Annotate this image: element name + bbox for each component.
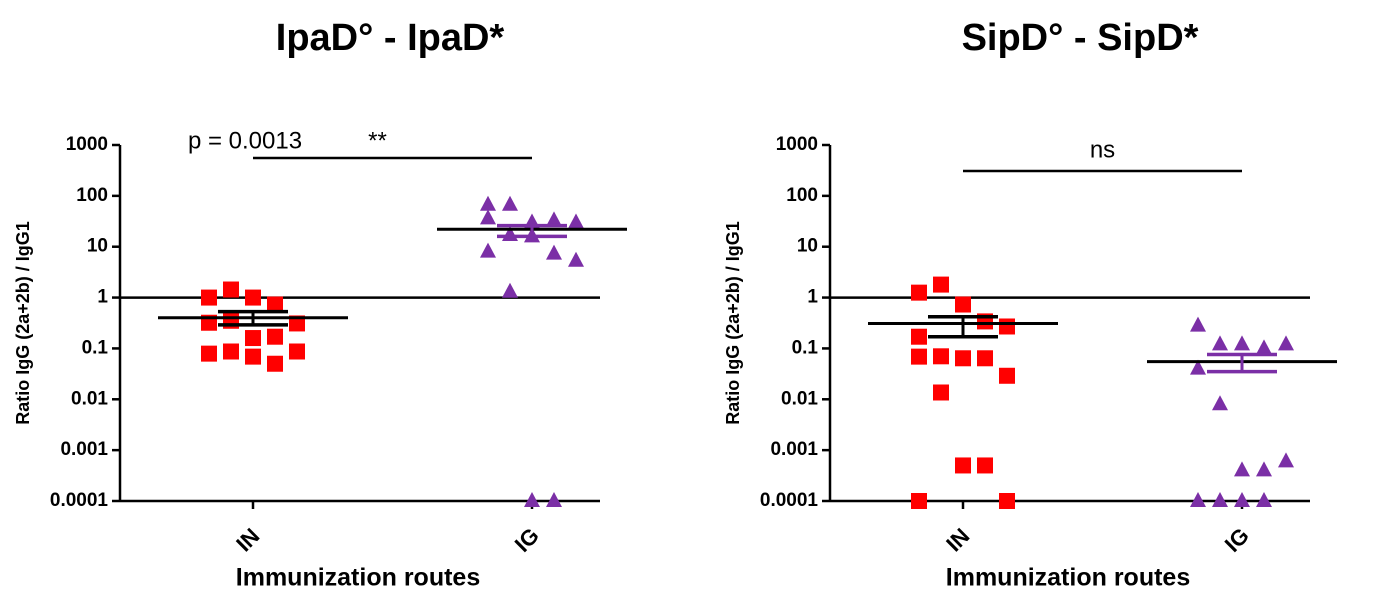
data-point xyxy=(933,276,949,293)
data-point xyxy=(480,242,496,258)
data-point xyxy=(245,289,261,306)
significance-label: ns xyxy=(1090,136,1115,163)
data-point xyxy=(1212,335,1228,351)
y-tick-label: 100 xyxy=(76,185,108,206)
data-point xyxy=(546,244,562,260)
p-value-annotation: p = 0.0013 xyxy=(188,127,302,154)
data-point xyxy=(289,343,305,360)
data-point xyxy=(201,289,217,306)
data-point xyxy=(502,282,518,298)
data-point xyxy=(1190,316,1206,332)
y-tick-label: 0.0001 xyxy=(50,490,109,511)
y-axis-label: Ratio IgG (2a+2b) / IgG1 xyxy=(13,221,33,425)
y-tick-label: 0.001 xyxy=(770,439,818,460)
x-tick-label: IG xyxy=(510,523,544,557)
data-point xyxy=(1278,335,1294,351)
data-point xyxy=(955,457,971,474)
y-tick-label: 1000 xyxy=(66,134,108,155)
data-point xyxy=(933,348,949,365)
x-tick-label: IN xyxy=(231,523,264,556)
data-point xyxy=(546,492,562,507)
data-point xyxy=(911,284,927,301)
y-tick-label: 1 xyxy=(97,287,108,308)
y-tick-label: 100 xyxy=(786,185,818,206)
data-point xyxy=(955,296,971,313)
data-point xyxy=(999,367,1015,384)
data-point xyxy=(289,315,305,332)
y-tick-label: 1000 xyxy=(776,134,818,155)
data-point xyxy=(568,213,584,229)
data-point xyxy=(480,209,496,225)
data-point xyxy=(480,195,496,211)
y-tick-label: 0.1 xyxy=(82,337,109,358)
data-point xyxy=(1190,492,1206,507)
data-point xyxy=(267,355,283,372)
data-point xyxy=(1256,492,1272,507)
x-axis-label: Immunization routes xyxy=(236,564,480,592)
data-point xyxy=(955,350,971,367)
data-point xyxy=(1256,461,1272,477)
data-point xyxy=(223,281,239,298)
y-tick-label: 1 xyxy=(807,287,818,308)
data-point xyxy=(1256,339,1272,355)
data-point xyxy=(1234,335,1250,351)
y-tick-label: 0.0001 xyxy=(760,490,819,511)
data-point xyxy=(1212,492,1228,507)
data-point xyxy=(911,493,927,509)
data-point xyxy=(1234,492,1250,507)
data-point xyxy=(245,348,261,365)
data-point xyxy=(999,318,1015,335)
data-point xyxy=(1278,452,1294,468)
data-point xyxy=(201,345,217,362)
y-tick-label: 0.01 xyxy=(71,388,108,409)
y-tick-label: 0.01 xyxy=(781,388,818,409)
y-tick-label: 0.001 xyxy=(60,439,108,460)
data-point xyxy=(267,296,283,313)
significance-label: ** xyxy=(368,127,387,154)
y-tick-label: 10 xyxy=(797,236,818,257)
data-point xyxy=(911,328,927,345)
data-point xyxy=(524,492,540,507)
x-axis-label: Immunization routes xyxy=(946,564,1190,592)
data-point xyxy=(223,343,239,360)
data-point xyxy=(977,350,993,367)
data-point xyxy=(1234,461,1250,477)
data-point xyxy=(911,348,927,365)
y-axis-label: Ratio IgG (2a+2b) / IgG1 xyxy=(723,221,743,425)
x-tick-label: IN xyxy=(941,523,974,556)
data-point xyxy=(1190,359,1206,375)
y-tick-label: 10 xyxy=(87,236,108,257)
data-point xyxy=(546,211,562,227)
data-point xyxy=(568,251,584,267)
data-point xyxy=(999,493,1015,509)
chart-title: SipD° - SipD* xyxy=(962,17,1199,59)
data-point xyxy=(245,330,261,347)
chart-title: IpaD° - IpaD* xyxy=(276,17,505,59)
data-point xyxy=(502,195,518,211)
data-point xyxy=(267,328,283,345)
data-point xyxy=(977,457,993,474)
x-tick-label: IG xyxy=(1220,523,1254,557)
data-point xyxy=(1212,395,1228,411)
y-tick-label: 0.1 xyxy=(792,337,819,358)
data-point xyxy=(933,384,949,401)
